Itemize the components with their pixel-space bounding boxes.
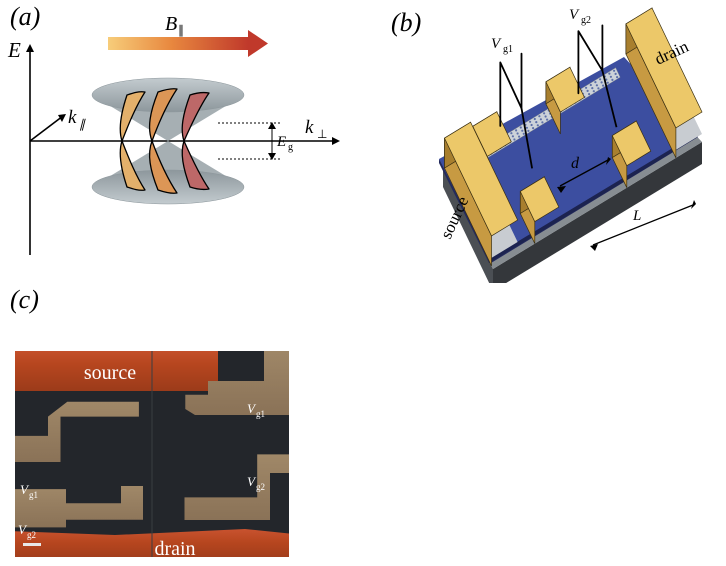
svg-text:source: source [84,362,136,384]
svg-text:g2: g2 [581,15,591,26]
svg-text:⊥: ⊥ [317,127,327,141]
svg-text:g1: g1 [503,44,513,55]
svg-text:g2: g2 [256,482,265,492]
svg-text:k: k [305,117,314,138]
svg-text:g1: g1 [256,409,265,419]
svg-text:B: B [165,13,177,35]
svg-text:drain: drain [154,538,195,557]
svg-text:∥: ∥ [79,117,86,131]
svg-text:d: d [571,155,580,172]
svg-text:k: k [68,107,77,128]
svg-text:g: g [288,142,293,153]
svg-text:V: V [491,36,502,52]
svg-text:g2: g2 [27,530,36,540]
svg-text:L: L [632,208,641,224]
svg-text:E: E [276,134,286,150]
svg-text:∥: ∥ [178,23,184,37]
svg-text:g1: g1 [29,490,38,500]
svg-text:V: V [569,7,580,23]
